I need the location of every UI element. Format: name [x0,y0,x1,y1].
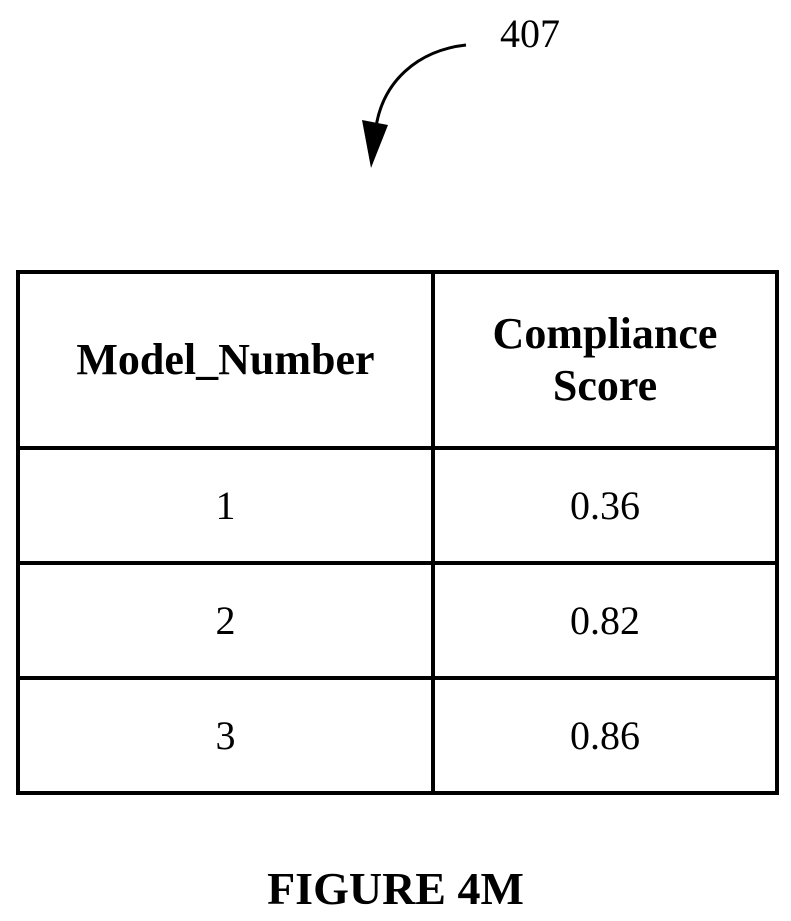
table-header-row: Model_Number Compliance Score [18,272,777,448]
arrow-head [362,120,388,168]
table-row: 3 0.86 [18,678,777,793]
table-row: 1 0.36 [18,448,777,563]
cell-model-number: 1 [18,448,433,563]
header-compliance-score: Compliance Score [433,272,777,448]
cell-compliance-score: 0.86 [433,678,777,793]
cell-model-number: 3 [18,678,433,793]
figure-caption: FIGURE 4M [0,862,791,916]
header-model-number: Model_Number [18,272,433,448]
cell-compliance-score: 0.36 [433,448,777,563]
reference-arrow-icon [0,0,791,200]
compliance-table: Model_Number Compliance Score 1 0.36 2 0… [16,270,779,795]
arrow-curve [375,45,466,135]
cell-compliance-score: 0.82 [433,563,777,678]
table-row: 2 0.82 [18,563,777,678]
cell-model-number: 2 [18,563,433,678]
